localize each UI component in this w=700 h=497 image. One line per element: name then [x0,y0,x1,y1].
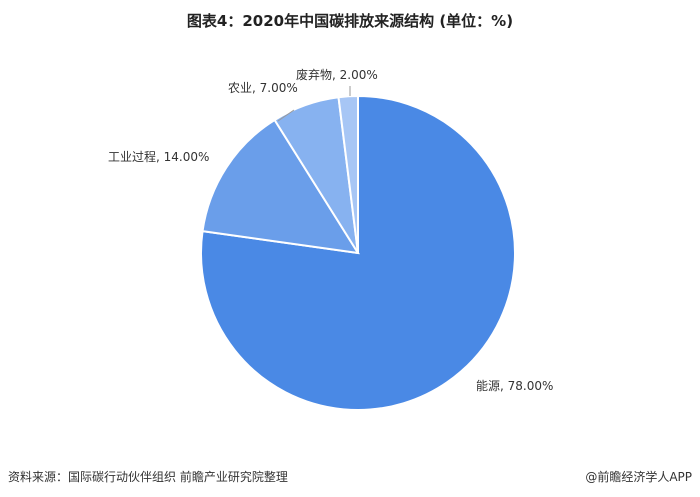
chart-title: 图表4：2020年中国碳排放来源结构 (单位：%) [186,12,514,30]
slice-label-4: 废弃物, 2.00% [296,67,378,82]
leader-line-3 [277,109,295,122]
brand-credit: @前瞻经济学人APP [585,470,692,484]
pie-slice-4 [337,94,359,254]
pie-labels: 能源, 78.00% 工业过程, 14.00% 农业, 7.00%废弃物, 2.00… [108,67,553,393]
slice-label-3: 农业, 7.00% [228,81,298,95]
slice-label-2: 工业过程, 14.00% [108,149,209,164]
pie-leader-lines [277,86,351,122]
source-note: 资料来源：国际碳行动伙伴组织 前瞻产业研究院整理 [8,470,288,484]
pie-slice-1 [200,94,516,411]
pie-slices [200,94,516,411]
slice-label-1: 能源, 78.00% [476,379,553,393]
pie-slice-2 [201,118,360,255]
